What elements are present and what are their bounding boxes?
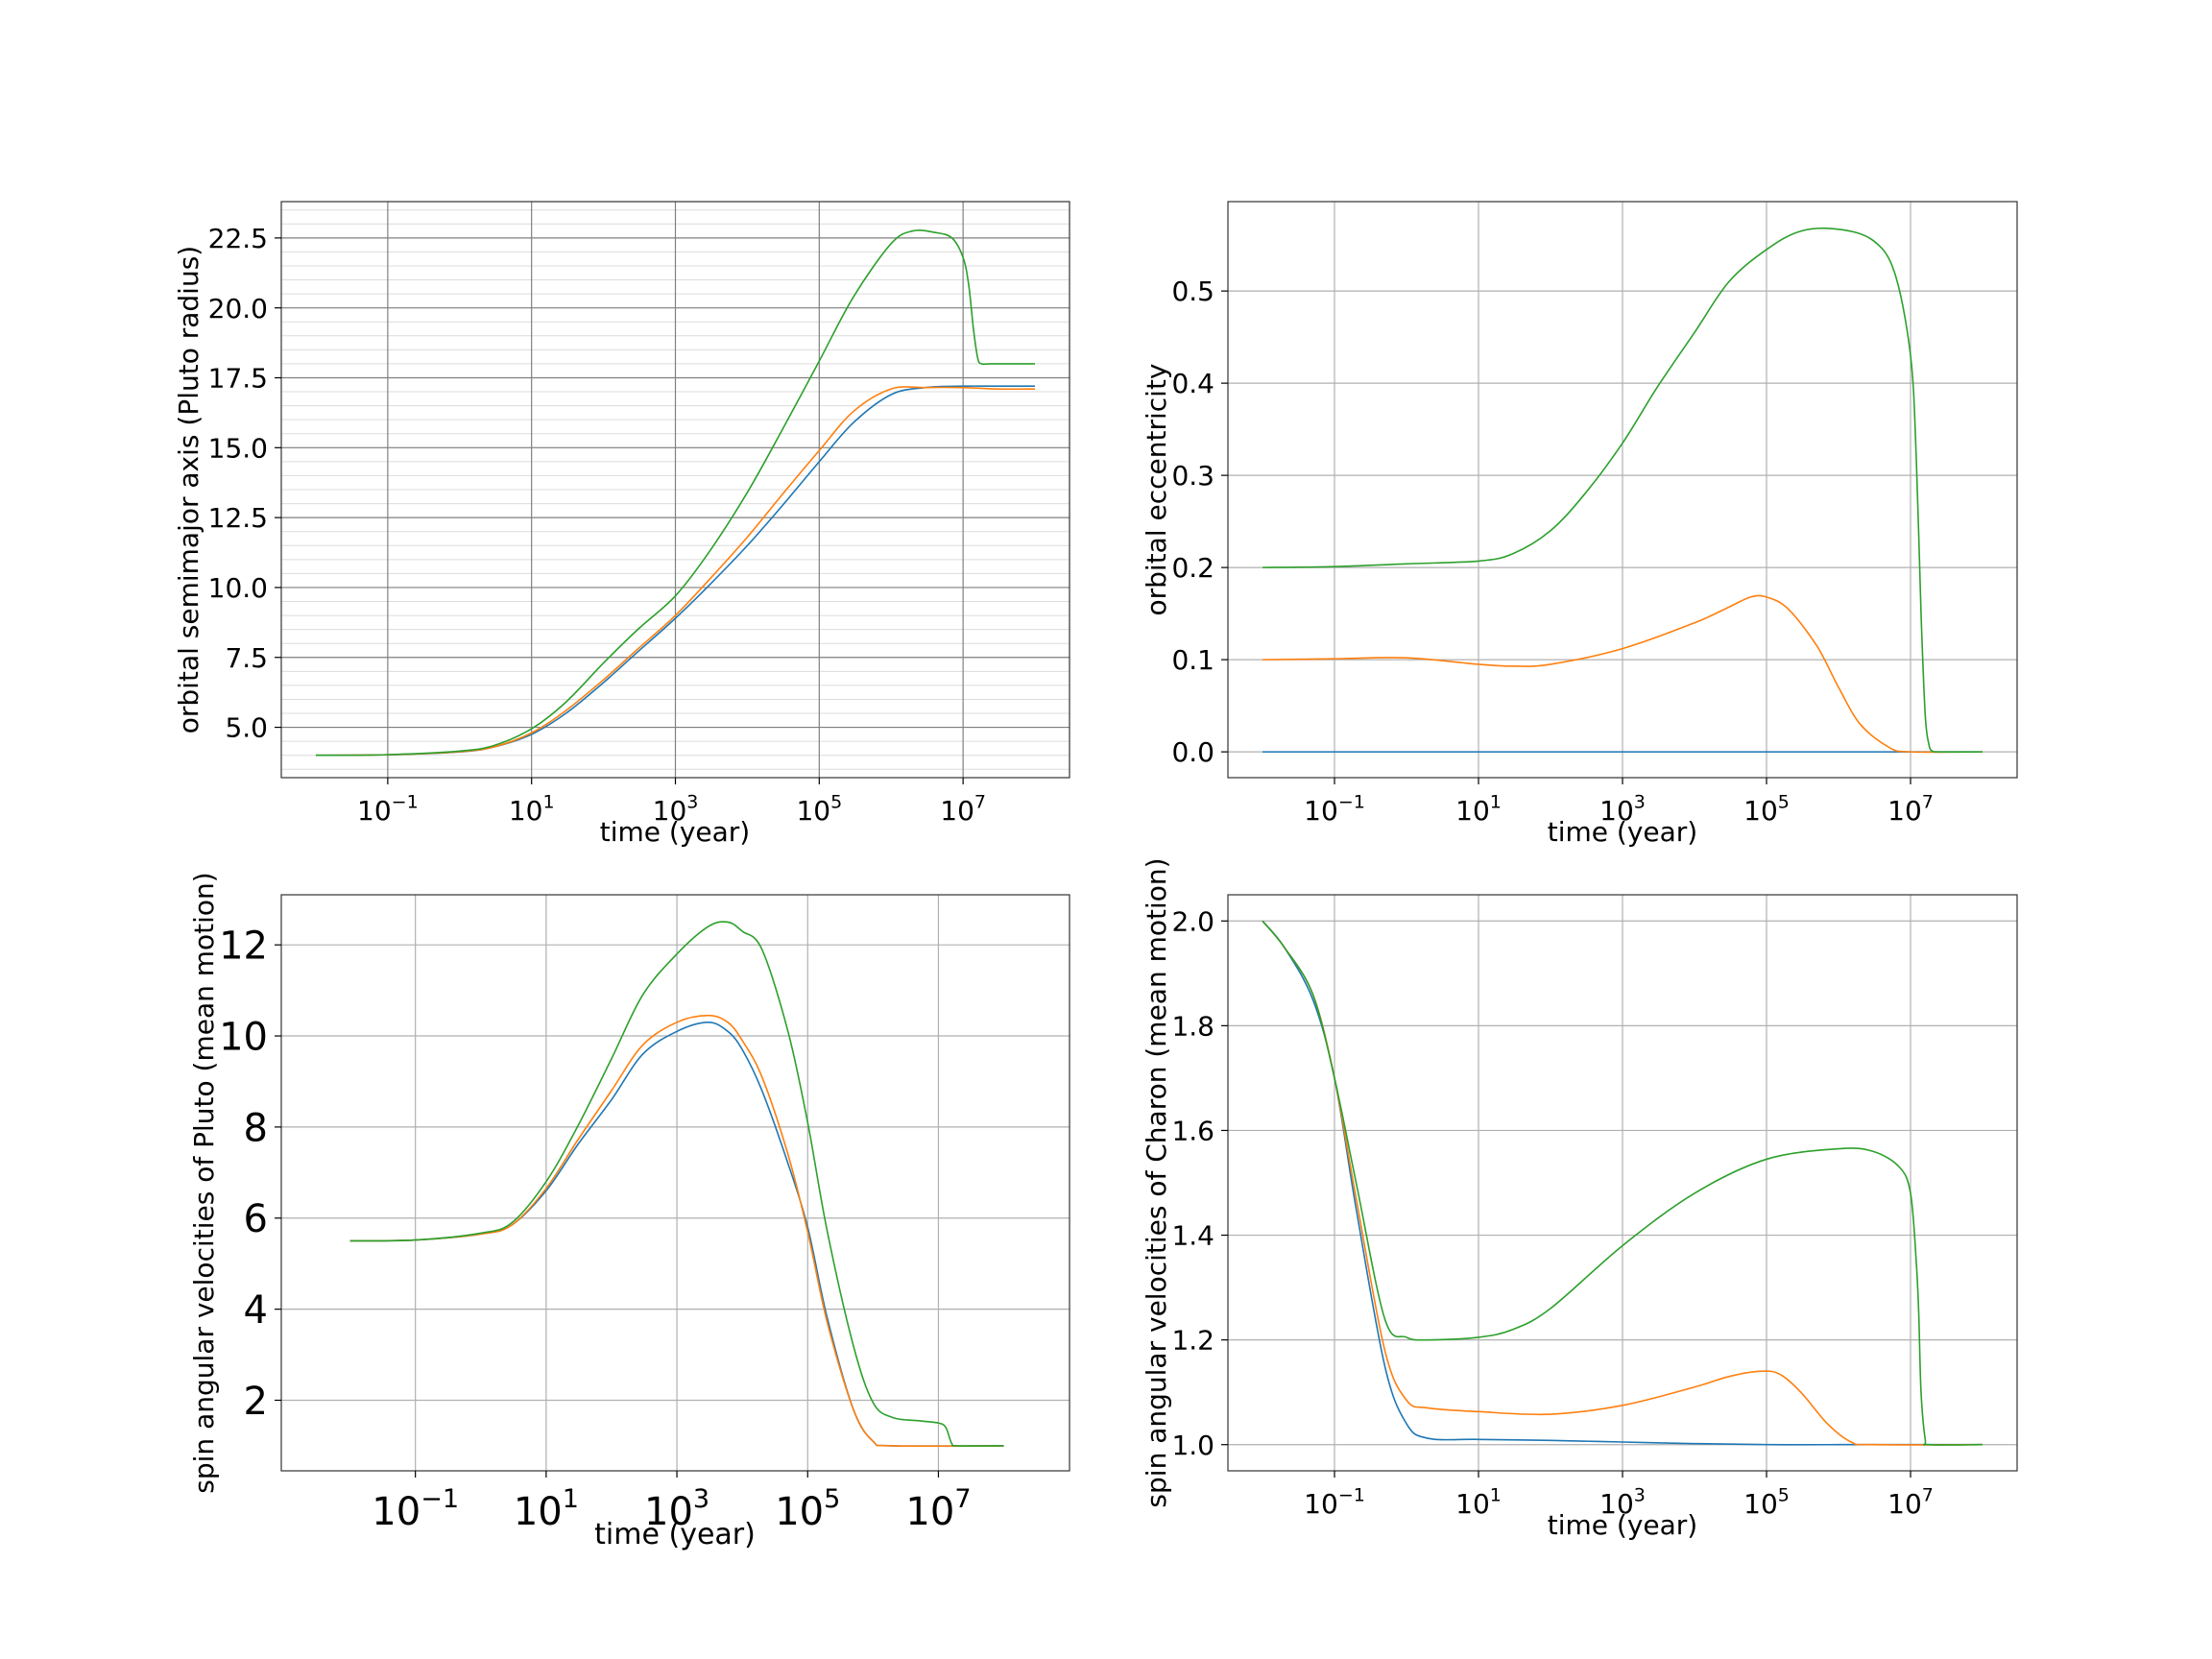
pluto-spin-xlabel: time (year): [594, 1518, 756, 1551]
x-tick-label: 105: [1743, 791, 1790, 827]
x-tick-label: 10−1: [357, 791, 419, 827]
x-tick-label: 10−1: [1304, 791, 1365, 827]
y-tick-label: 0.3: [1171, 460, 1214, 492]
green-series-line: [1262, 920, 1984, 1446]
y-tick-label: 17.5: [208, 363, 268, 395]
semimajor-axis-panel: 10−1 101 103 105 107 5.0 7.5 10.0 12.5 15.0 17.5 20…: [173, 201, 1070, 848]
eccentricity-ylabel: orbital eccentricity: [1141, 364, 1172, 616]
semimajor-ylabel: orbital semimajor axis (Pluto radius): [173, 246, 204, 733]
eccentricity-panel: 10−1 101 103 105 107 0.0 0.1 0.2 0.3 0.4 0.5 time …: [1141, 201, 2018, 848]
y-tick-label: 2: [244, 1380, 268, 1424]
y-tick-label: 1.2: [1171, 1325, 1214, 1357]
y-tick-label: 22.5: [208, 223, 268, 254]
charon-spin-ylabel: spin angular velocities of Charon (mean …: [1141, 857, 1172, 1507]
y-tick-label: 1.0: [1171, 1430, 1214, 1461]
x-tick-label: 101: [1455, 1484, 1502, 1520]
green-series-line: [1262, 227, 1984, 753]
x-tick-label: 107: [905, 1484, 971, 1534]
pluto-spin-ticks: 10−1 101 103 105 107 2 4 6 8 10 12: [219, 925, 971, 1534]
pluto-spin-gridlines: [281, 895, 1070, 1471]
x-tick-label: 101: [509, 791, 555, 827]
y-tick-label: 12: [219, 925, 268, 969]
semimajor-ticks: 10−1 101 103 105 107 5.0 7.5 10.0 12.5 15.0 17.5 20…: [208, 223, 986, 827]
charon-spin-series: [1262, 920, 1984, 1446]
charon-spin-xlabel: time (year): [1548, 1509, 1697, 1541]
y-tick-label: 1.4: [1171, 1220, 1214, 1252]
y-tick-label: 1.8: [1171, 1010, 1214, 1042]
pluto-spin-series: [349, 921, 1004, 1448]
x-tick-label: 107: [1887, 791, 1934, 827]
x-tick-label: 107: [940, 791, 986, 827]
y-tick-label: 8: [244, 1106, 268, 1150]
green-series-line: [315, 229, 1036, 757]
pluto-spin-ylabel: spin angular velocities of Pluto (mean m…: [188, 872, 220, 1493]
charon-spin-panel: 10−1 101 103 105 107 1.0 1.2 1.4 1.6 1.8 2.0 time …: [1141, 857, 2018, 1541]
pluto-spin-panel: 10−1 101 103 105 107 2 4 6 8 10 12 time (year) spi…: [188, 872, 1070, 1551]
x-tick-label: 10−1: [372, 1484, 459, 1534]
x-tick-label: 103: [1599, 791, 1646, 827]
x-tick-label: 101: [1455, 791, 1502, 827]
x-tick-label: 10−1: [1304, 1484, 1365, 1520]
y-tick-label: 6: [244, 1197, 268, 1241]
orange-series-line: [315, 386, 1036, 757]
charon-spin-gridlines: [1228, 895, 2017, 1471]
y-tick-label: 7.5: [225, 642, 268, 674]
green-series-line: [349, 921, 1004, 1447]
charon-spin-ticks: 10−1 101 103 105 107 1.0 1.2 1.4 1.6 1.8 2.0: [1171, 905, 1933, 1520]
x-tick-label: 101: [514, 1484, 579, 1534]
x-tick-label: 107: [1887, 1484, 1934, 1520]
y-tick-label: 2.0: [1171, 905, 1214, 937]
y-tick-label: 5.0: [225, 712, 268, 744]
x-tick-label: 103: [1599, 1484, 1646, 1520]
y-tick-label: 10: [219, 1015, 268, 1059]
eccentricity-xlabel: time (year): [1548, 816, 1697, 848]
x-tick-label: 103: [644, 1484, 709, 1534]
y-tick-label: 20.0: [208, 293, 268, 325]
semimajor-xlabel: time (year): [600, 816, 750, 848]
x-tick-label: 105: [796, 791, 842, 827]
semimajor-series: [315, 229, 1036, 757]
x-tick-label: 103: [653, 791, 699, 827]
orange-series-line: [1262, 594, 1984, 754]
y-tick-label: 0.1: [1171, 644, 1214, 676]
pluto-spin-axes-frame: [280, 894, 1070, 1472]
y-tick-label: 12.5: [208, 502, 268, 534]
y-tick-label: 0.2: [1171, 552, 1214, 584]
eccentricity-ticks: 10−1 101 103 105 107 0.0 0.1 0.2 0.3 0.4 0.5: [1171, 276, 1933, 827]
semimajor-gridlines: [281, 202, 1070, 778]
y-tick-label: 0.0: [1171, 736, 1214, 768]
y-tick-label: 0.4: [1171, 368, 1214, 399]
y-tick-label: 1.6: [1171, 1116, 1214, 1147]
x-tick-label: 105: [775, 1484, 840, 1534]
y-tick-label: 10.0: [208, 572, 268, 604]
y-tick-label: 0.5: [1171, 276, 1214, 307]
x-tick-label: 105: [1743, 1484, 1790, 1520]
y-tick-label: 15.0: [208, 432, 268, 464]
y-tick-label: 4: [244, 1288, 268, 1333]
eccentricity-series: [1262, 227, 1984, 754]
orange-series-line: [349, 1014, 1004, 1448]
